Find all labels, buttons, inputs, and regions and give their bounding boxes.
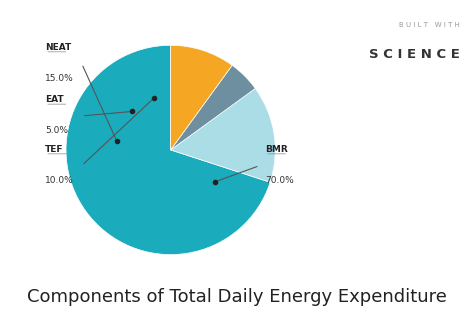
- Text: S C I E N C E: S C I E N C E: [369, 48, 460, 61]
- Text: TEF: TEF: [45, 145, 64, 154]
- Text: NEAT: NEAT: [45, 43, 71, 52]
- Text: EAT: EAT: [45, 95, 64, 104]
- Wedge shape: [171, 88, 275, 182]
- Text: 70.0%: 70.0%: [265, 176, 293, 185]
- Text: 10.0%: 10.0%: [45, 176, 74, 185]
- Text: BMR: BMR: [265, 145, 288, 154]
- Text: 5.0%: 5.0%: [45, 126, 68, 135]
- Text: 15.0%: 15.0%: [45, 74, 74, 83]
- Text: B U I L T   W I T H: B U I L T W I T H: [399, 22, 460, 28]
- Text: Components of Total Daily Energy Expenditure: Components of Total Daily Energy Expendi…: [27, 288, 447, 306]
- Wedge shape: [171, 45, 232, 150]
- Wedge shape: [66, 45, 270, 255]
- Wedge shape: [171, 65, 255, 150]
